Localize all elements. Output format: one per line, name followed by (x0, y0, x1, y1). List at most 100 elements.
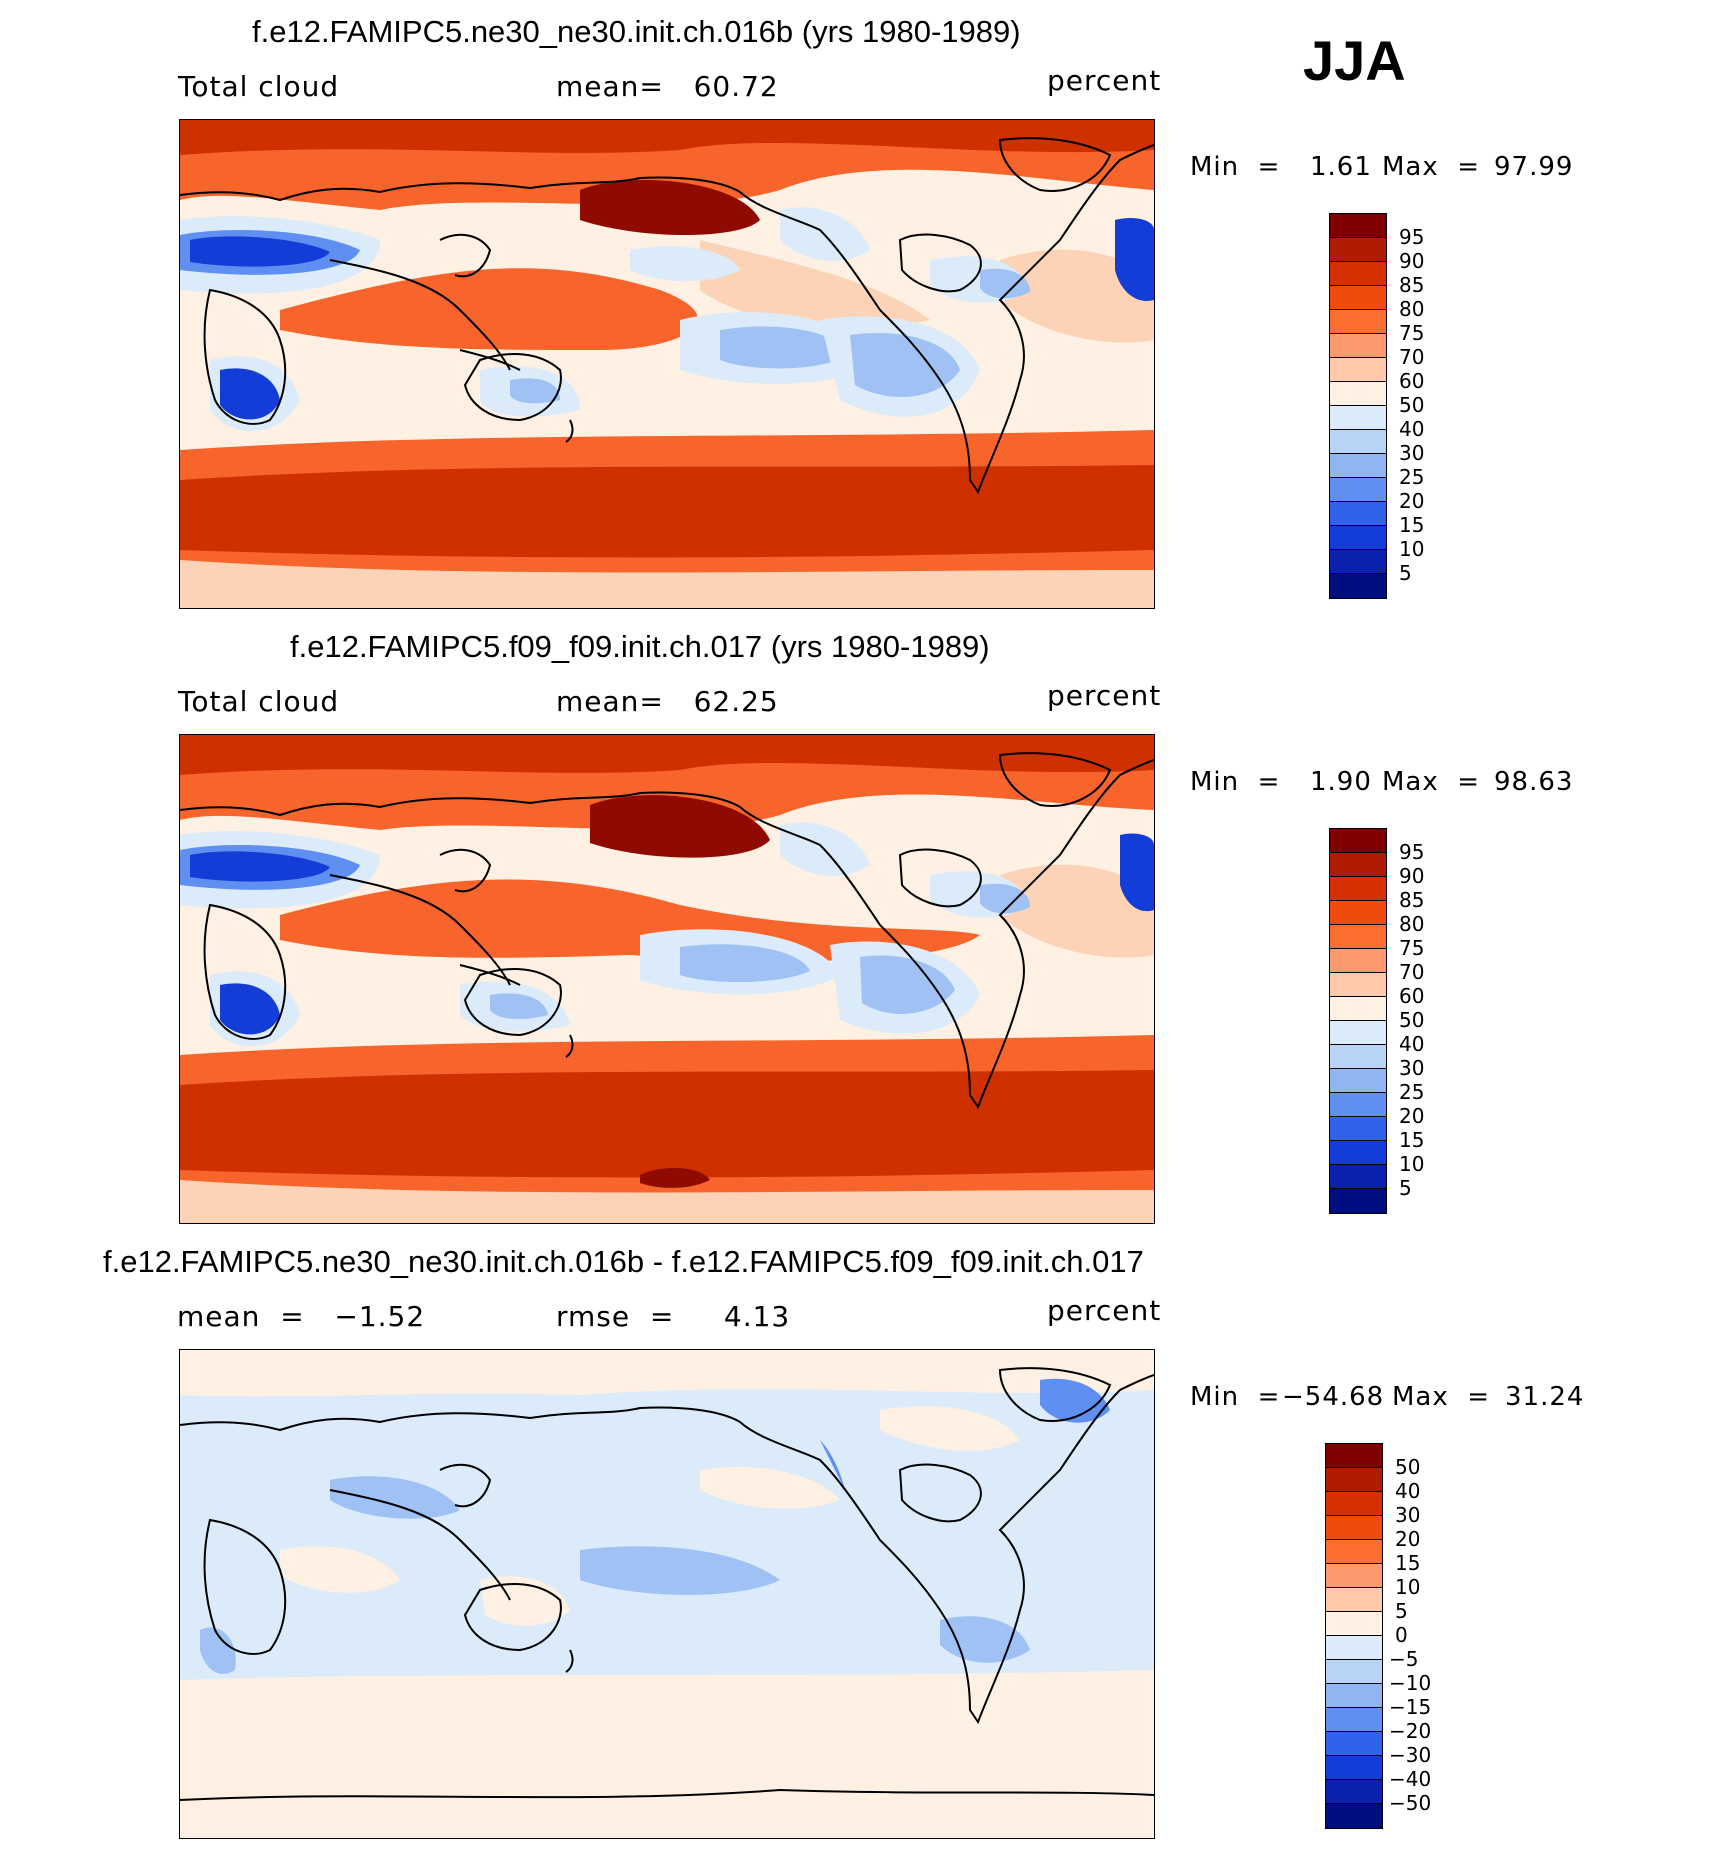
colorbar-swatch (1330, 478, 1386, 502)
colorbar-tick-label: 40 (1395, 1479, 1421, 1503)
panel-1-colorbar (1329, 213, 1387, 599)
colorbar-tick-label: 30 (1395, 1503, 1421, 1527)
colorbar-tick-label: 50 (1399, 1008, 1425, 1032)
colorbar-tick-label: 95 (1399, 225, 1425, 249)
panel-2-map (179, 734, 1155, 1224)
panel-3-max-value: 31.24 (1505, 1382, 1585, 1412)
colorbar-swatch (1330, 430, 1386, 454)
panel-3-title: f.e12.FAMIPC5.ne30_ne30.init.ch.016b - f… (103, 1244, 1144, 1279)
panel-3-min-value: −54.68 (1282, 1382, 1385, 1412)
colorbar-tick-label: 95 (1399, 840, 1425, 864)
panel-3-map (179, 1349, 1155, 1839)
colorbar-swatch (1326, 1540, 1382, 1564)
colorbar-tick-label: 70 (1399, 960, 1425, 984)
colorbar-swatch (1326, 1804, 1382, 1828)
colorbar-swatch (1330, 925, 1386, 949)
colorbar-swatch (1330, 1189, 1386, 1213)
colorbar-swatch (1326, 1588, 1382, 1612)
panel-1-min-value: 1.61 (1310, 152, 1372, 182)
colorbar-swatch (1330, 310, 1386, 334)
colorbar-swatch (1330, 358, 1386, 382)
colorbar-tick-label: −15 (1389, 1695, 1432, 1719)
colorbar-swatch (1326, 1612, 1382, 1636)
colorbar-tick-label: 25 (1399, 1080, 1425, 1104)
colorbar-swatch (1326, 1660, 1382, 1684)
colorbar-swatch (1330, 997, 1386, 1021)
colorbar-tick-label: 25 (1399, 465, 1425, 489)
colorbar-tick-label: 15 (1395, 1551, 1421, 1575)
colorbar-tick-label: 85 (1399, 888, 1425, 912)
colorbar-tick-label: 90 (1399, 249, 1425, 273)
colorbar-tick-label: −5 (1389, 1647, 1419, 1671)
colorbar-tick-label: 20 (1395, 1527, 1421, 1551)
colorbar-swatch (1330, 334, 1386, 358)
panel-3-mean-label: mean = −1.52 (177, 1300, 426, 1333)
colorbar-swatch (1326, 1564, 1382, 1588)
colorbar-swatch (1326, 1444, 1382, 1468)
panel-2-mean-label: mean= 62.25 (556, 685, 779, 718)
colorbar-swatch (1330, 262, 1386, 286)
colorbar-swatch (1330, 1021, 1386, 1045)
colorbar-swatch (1330, 1141, 1386, 1165)
panel-2-variable-label: Total cloud (178, 685, 340, 718)
colorbar-tick-label: 5 (1399, 1176, 1412, 1200)
panel-1-variable-label: Total cloud (178, 70, 340, 103)
colorbar-tick-label: 0 (1395, 1623, 1408, 1647)
colorbar-tick-label: −10 (1389, 1671, 1432, 1695)
colorbar-swatch (1326, 1636, 1382, 1660)
panel-2-min-value: 1.90 (1310, 767, 1372, 797)
colorbar-swatch (1326, 1492, 1382, 1516)
panel-3-colorbar (1325, 1443, 1383, 1829)
panel-3-units-label: percent (1047, 1294, 1162, 1327)
colorbar-swatch (1330, 1165, 1386, 1189)
panel-2-min-label: Min = (1190, 767, 1281, 797)
colorbar-tick-label: 20 (1399, 1104, 1425, 1128)
colorbar-swatch (1330, 382, 1386, 406)
colorbar-tick-label: 30 (1399, 441, 1425, 465)
panel-1-max-label: Max = (1382, 152, 1481, 182)
colorbar-tick-label: 40 (1399, 1032, 1425, 1056)
colorbar-tick-label: 15 (1399, 1128, 1425, 1152)
colorbar-tick-label: 70 (1399, 345, 1425, 369)
colorbar-swatch (1330, 526, 1386, 550)
colorbar-tick-label: 90 (1399, 864, 1425, 888)
colorbar-swatch (1330, 1117, 1386, 1141)
colorbar-swatch (1326, 1468, 1382, 1492)
colorbar-swatch (1330, 1045, 1386, 1069)
colorbar-swatch (1330, 238, 1386, 262)
colorbar-tick-label: 60 (1399, 984, 1425, 1008)
colorbar-tick-label: −30 (1389, 1743, 1432, 1767)
colorbar-tick-label: −50 (1389, 1791, 1432, 1815)
colorbar-swatch (1326, 1780, 1382, 1804)
colorbar-swatch (1330, 550, 1386, 574)
colorbar-tick-label: 80 (1399, 912, 1425, 936)
colorbar-tick-label: 5 (1395, 1599, 1408, 1623)
panel-2-colorbar (1329, 828, 1387, 1214)
colorbar-swatch (1326, 1732, 1382, 1756)
colorbar-tick-label: 10 (1395, 1575, 1421, 1599)
colorbar-swatch (1330, 973, 1386, 997)
colorbar-swatch (1330, 877, 1386, 901)
colorbar-swatch (1330, 502, 1386, 526)
colorbar-tick-label: 40 (1399, 417, 1425, 441)
colorbar-tick-label: 30 (1399, 1056, 1425, 1080)
panel-3-rmse-label: rmse = 4.13 (556, 1300, 791, 1333)
colorbar-tick-label: 5 (1399, 561, 1412, 585)
panel-2-map-svg (180, 735, 1154, 1223)
panel-1-max-value: 97.99 (1494, 152, 1574, 182)
colorbar-tick-label: 10 (1399, 1152, 1425, 1176)
panel-1-map-svg (180, 120, 1154, 608)
colorbar-swatch (1330, 286, 1386, 310)
colorbar-swatch (1326, 1756, 1382, 1780)
colorbar-tick-label: 75 (1399, 321, 1425, 345)
panel-1-min-label: Min = (1190, 152, 1281, 182)
colorbar-swatch (1330, 1069, 1386, 1093)
colorbar-swatch (1330, 853, 1386, 877)
colorbar-swatch (1326, 1708, 1382, 1732)
colorbar-tick-label: 85 (1399, 273, 1425, 297)
colorbar-swatch (1330, 901, 1386, 925)
colorbar-tick-label: 50 (1399, 393, 1425, 417)
panel-2-max-value: 98.63 (1494, 767, 1574, 797)
panel-1-map (179, 119, 1155, 609)
panel-2-units-label: percent (1047, 679, 1162, 712)
